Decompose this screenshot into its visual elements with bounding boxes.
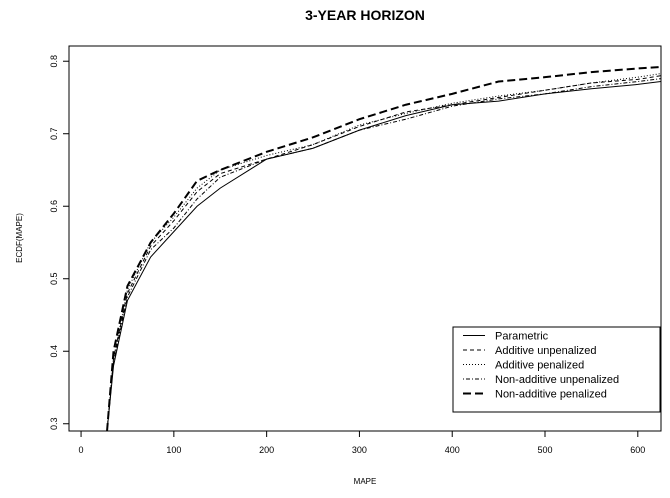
x-tick-label: 300 [352, 445, 367, 455]
legend-label: Additive unpenalized [495, 345, 597, 357]
legend-box [452, 326, 661, 413]
legend-label: Non-additive penalized [495, 389, 607, 401]
x-tick-label: 100 [166, 445, 181, 455]
y-tick-label: 0.5 [49, 272, 59, 285]
legend-label: Parametric [495, 331, 549, 343]
x-tick-label: 600 [630, 445, 645, 455]
x-tick-label: 200 [259, 445, 274, 455]
x-tick-label: 0 [79, 445, 84, 455]
y-tick-label: 0.3 [49, 417, 59, 430]
x-axis-label: MAPE [354, 477, 377, 486]
y-tick-label: 0.6 [49, 200, 59, 213]
legend-label: Non-additive unpenalized [495, 374, 619, 386]
y-tick-label: 0.8 [49, 55, 59, 68]
x-tick-label: 400 [445, 445, 460, 455]
legend-label: Additive penalized [495, 360, 584, 372]
series-line [106, 66, 661, 431]
x-tick-label: 500 [537, 445, 552, 455]
series-line [106, 75, 661, 431]
plot-frame [68, 45, 662, 432]
y-tick-label: 0.4 [49, 345, 59, 358]
chart-title: 3-YEAR HORIZON [305, 7, 425, 23]
series-line [106, 81, 661, 431]
lines [106, 66, 661, 431]
y-tick-label: 0.7 [49, 127, 59, 140]
y-axis-label: ECDF(MAPE) [15, 213, 24, 263]
